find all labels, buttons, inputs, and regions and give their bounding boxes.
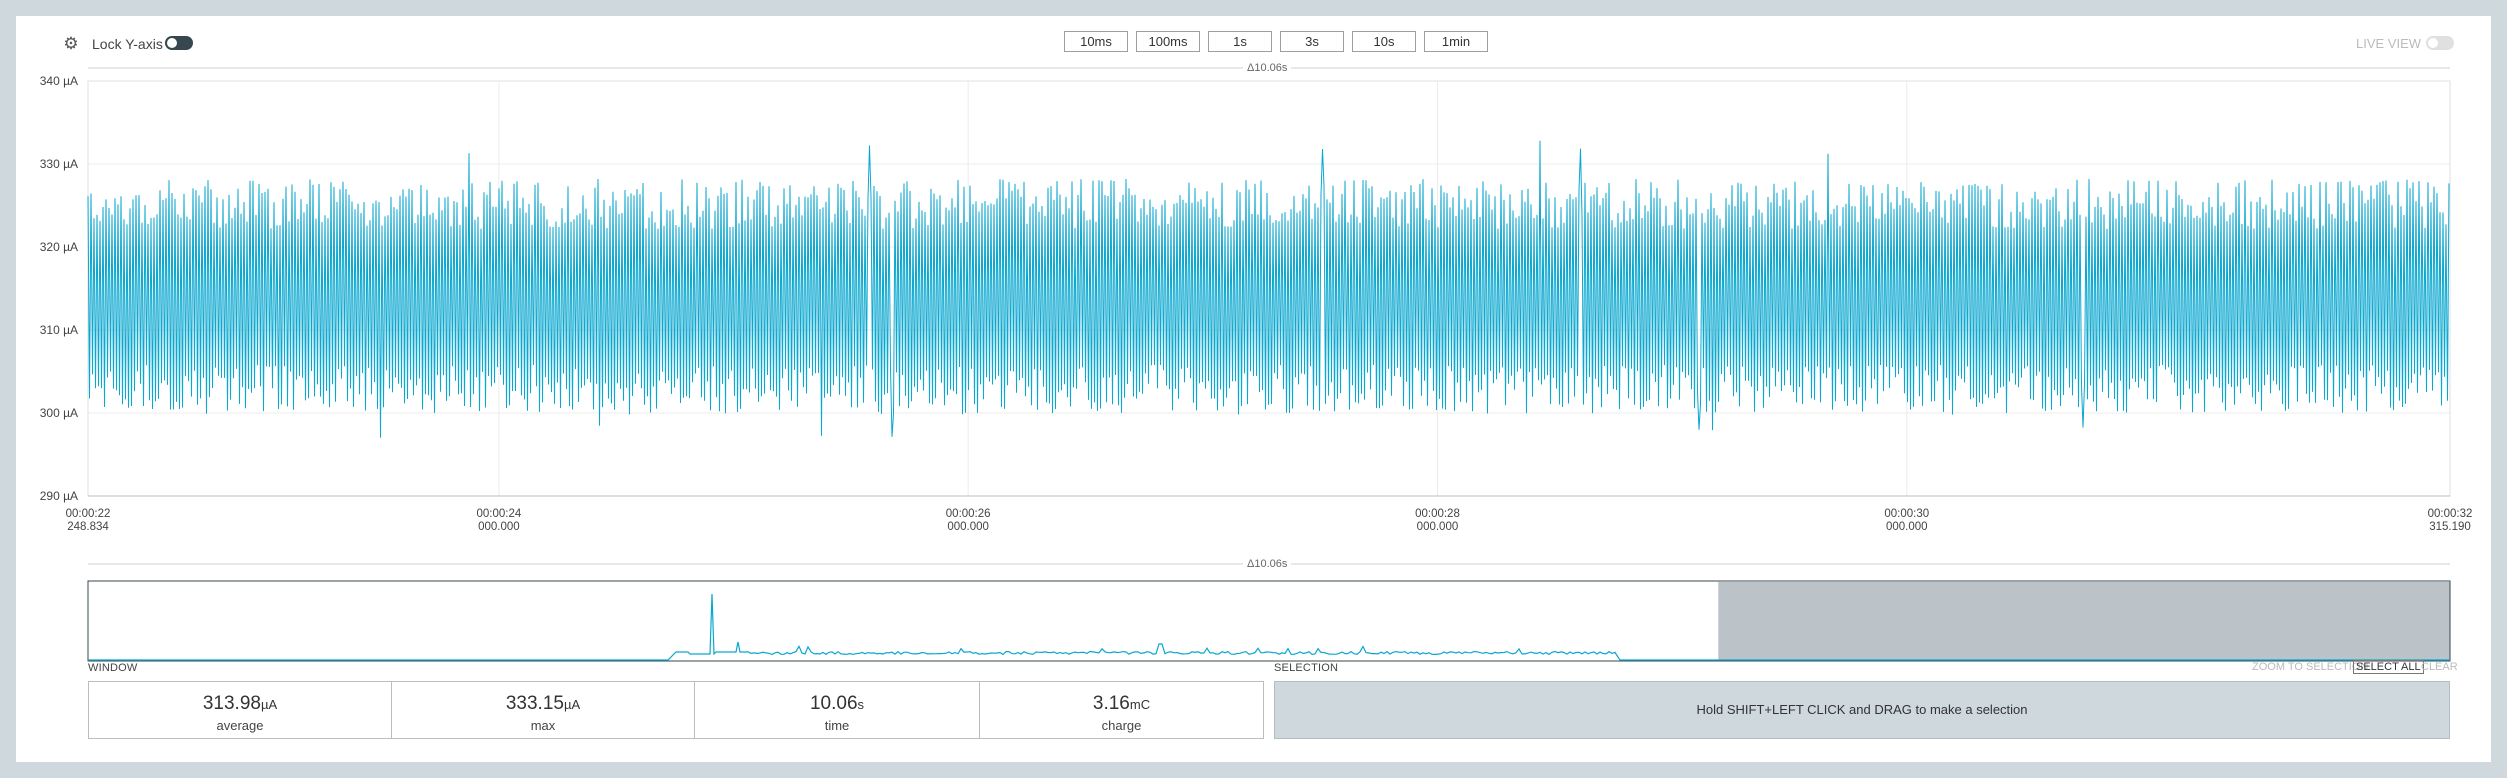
y-tick-label: 340 µA bbox=[39, 74, 78, 88]
selection-label: SELECTION bbox=[1274, 662, 1339, 674]
minimap-delta-label: Δ10.06s bbox=[1243, 558, 1292, 570]
minimap-trace bbox=[88, 593, 2450, 661]
x-tick-label: 00:00:28 000.000 bbox=[1415, 508, 1460, 533]
minimap-chart[interactable] bbox=[16, 536, 2491, 666]
delta-label: Δ10.06s bbox=[1243, 62, 1292, 74]
y-tick-label: 330 µA bbox=[39, 157, 78, 171]
toggle-knob bbox=[2428, 38, 2438, 48]
minimap-unselected-region bbox=[1718, 582, 2450, 660]
select-all-button[interactable]: SELECT ALL bbox=[2353, 660, 2424, 674]
stat-value: 10.06 bbox=[809, 693, 858, 714]
stat-unit: mC bbox=[1129, 697, 1151, 712]
zoom-to-selection-button[interactable]: ZOOM TO SELECTION bbox=[2252, 661, 2369, 673]
stat-charge: 3.16mC charge bbox=[979, 681, 1264, 739]
clear-selection-button[interactable]: CLEAR bbox=[2421, 661, 2458, 673]
window-label: WINDOW bbox=[88, 662, 138, 674]
lock-y-axis-toggle[interactable] bbox=[165, 36, 193, 50]
window-10s-button[interactable]: 10s bbox=[1352, 31, 1416, 52]
stat-name: average bbox=[216, 718, 264, 733]
live-view-label: LIVE VIEW bbox=[2356, 36, 2422, 51]
stat-average: 313.98µA average bbox=[88, 681, 392, 739]
data-logger-panel: ⚙ Lock Y-axis 10ms 100ms 1s 3s 10s 1min … bbox=[16, 16, 2491, 762]
window-1s-button[interactable]: 1s bbox=[1208, 31, 1272, 52]
y-tick-label: 310 µA bbox=[39, 323, 78, 337]
y-tick-label: 320 µA bbox=[39, 240, 78, 254]
x-tick-label: 00:00:26 000.000 bbox=[945, 508, 991, 533]
window-100ms-button[interactable]: 100ms bbox=[1136, 31, 1200, 52]
stat-value: 3.16 bbox=[1092, 693, 1130, 714]
stat-value: 333.15 bbox=[505, 693, 564, 714]
x-tick-label: 00:00:30 000.000 bbox=[1884, 508, 1930, 533]
lock-y-axis-label: Lock Y-axis bbox=[92, 36, 163, 52]
y-tick-label: 290 µA bbox=[39, 489, 78, 503]
current-chart[interactable] bbox=[16, 16, 2491, 556]
x-tick-label: 00:00:32 315.190 bbox=[2427, 508, 2473, 533]
y-tick-label: 300 µA bbox=[39, 406, 78, 420]
stat-unit: µA bbox=[563, 697, 581, 712]
toggle-knob bbox=[167, 38, 177, 48]
window-3s-button[interactable]: 3s bbox=[1280, 31, 1344, 52]
stat-unit: s bbox=[857, 697, 865, 712]
stat-time: 10.06s time bbox=[694, 681, 980, 739]
stat-name: charge bbox=[1101, 718, 1142, 733]
live-view-toggle[interactable] bbox=[2426, 36, 2454, 50]
current-trace bbox=[87, 140, 2450, 438]
window-1min-button[interactable]: 1min bbox=[1424, 31, 1488, 52]
window-10ms-button[interactable]: 10ms bbox=[1064, 31, 1128, 52]
stat-max: 333.15µA max bbox=[391, 681, 695, 739]
stat-value: 313.98 bbox=[202, 693, 261, 714]
x-tick-label: 00:00:24 000.000 bbox=[476, 508, 522, 533]
gear-icon[interactable]: ⚙ bbox=[63, 34, 79, 53]
stat-name: time bbox=[824, 718, 850, 733]
selection-area[interactable]: Hold SHIFT+LEFT CLICK and DRAG to make a… bbox=[1274, 681, 2450, 739]
stat-unit: µA bbox=[260, 697, 278, 712]
stat-name: max bbox=[530, 718, 556, 733]
x-tick-label: 00:00:22 248.834 bbox=[65, 508, 111, 533]
